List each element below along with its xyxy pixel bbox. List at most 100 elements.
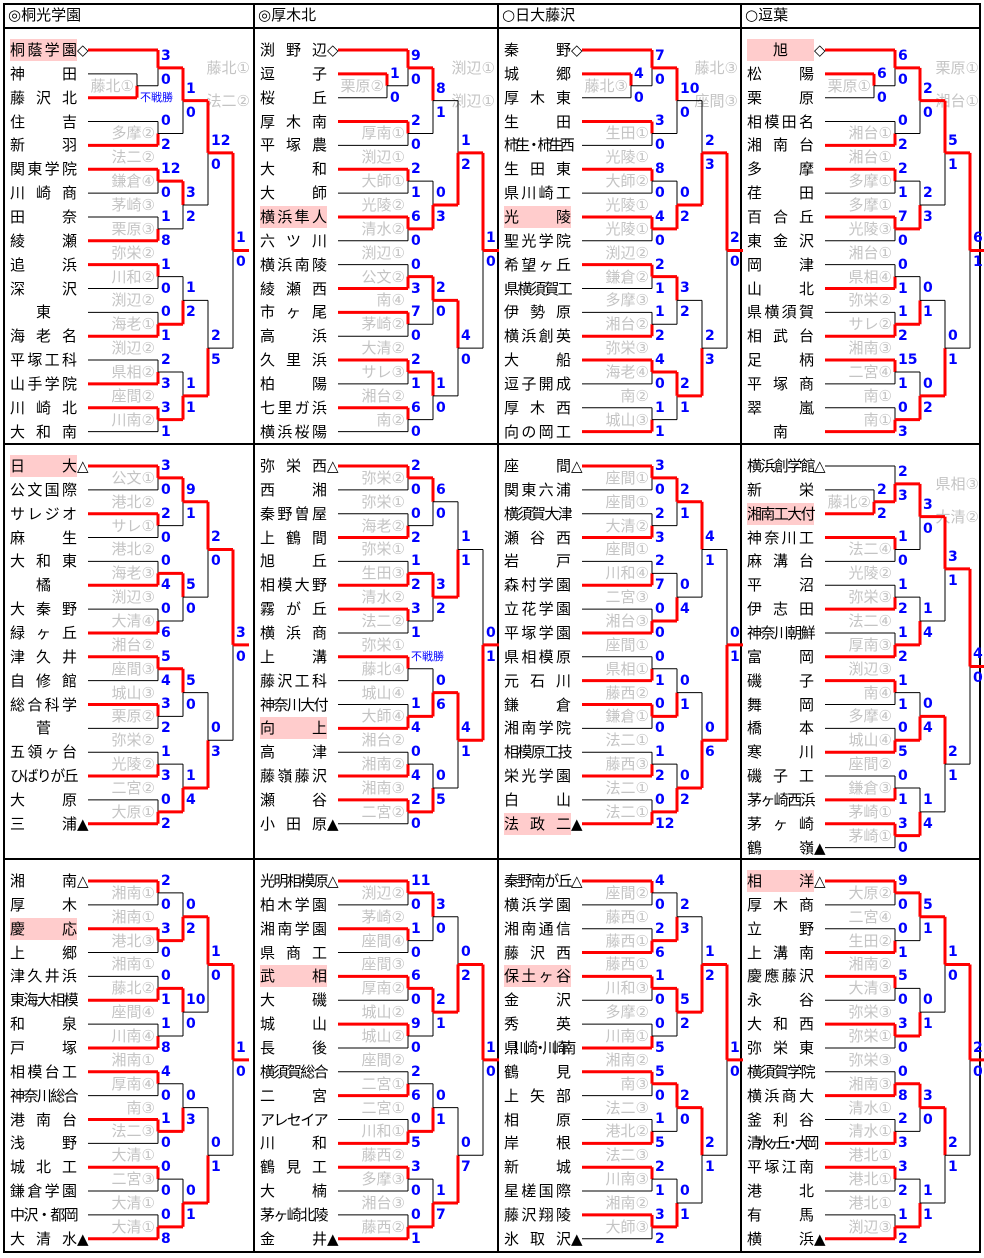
score: 0 <box>655 625 665 642</box>
team-row: 平塚農 <box>260 134 327 156</box>
team-row: 戸塚 <box>10 1037 77 1059</box>
team-name: 向上 <box>260 717 327 740</box>
score: 15 <box>898 351 918 368</box>
score: 1 <box>898 624 908 641</box>
score: 8 <box>436 80 446 97</box>
team-name: 関東六浦 <box>504 480 571 499</box>
score: 0 <box>655 185 665 202</box>
team-name: 厚木商 <box>747 895 814 914</box>
team-name: 六ツ川 <box>260 231 327 250</box>
team-row: 立花学園 <box>504 598 571 620</box>
team-row: 旭丘 <box>260 550 327 572</box>
score: 5 <box>655 1135 665 1152</box>
seed-triangle-icon: △ <box>571 872 583 890</box>
team-row: 平塚工科 <box>10 349 77 371</box>
score: 0 <box>436 672 446 689</box>
score: 1 <box>486 648 496 665</box>
score: 2 <box>655 328 665 345</box>
team-row: 港北 <box>747 1180 814 1202</box>
score: 5 <box>411 1135 421 1152</box>
team-row: 上郷 <box>10 942 77 964</box>
venue-label: 弥栄① <box>361 492 405 511</box>
venue-label: 座間③ <box>361 955 405 974</box>
team-name: 秦野南が丘 <box>504 872 573 890</box>
score: 1 <box>923 1206 933 1223</box>
score: 2 <box>186 209 196 226</box>
score: 0 <box>161 1206 171 1223</box>
bracket-block: 藤北① 藤北① 多摩② 法二② 鎌倉④ 栗原③ 茅崎③ 法二② 川和② 海老① 渕辺② 県相② 川南② 座… <box>5 27 253 441</box>
score: 3 <box>161 457 171 474</box>
venue-label: 法二③ <box>605 1146 649 1165</box>
venue-label: 法二① <box>605 802 649 821</box>
bracket-lines <box>88 879 249 1241</box>
score: 2 <box>655 256 665 273</box>
score: 2 <box>461 968 471 985</box>
team-name: 藤沢北 <box>10 88 77 107</box>
score: 1 <box>436 1111 446 1128</box>
venue-label: 港北① <box>848 1193 892 1212</box>
score: 0 <box>680 672 690 689</box>
score: 9 <box>411 1016 421 1033</box>
team-row: 麻生 <box>10 527 77 549</box>
team-row: 平塚学園 <box>504 622 571 644</box>
venue-label: 城山④ <box>361 683 405 702</box>
venue-label: 座間③ <box>694 91 738 110</box>
team-row: 住吉 <box>10 111 77 133</box>
team-name: 神田 <box>10 64 77 83</box>
team-name: 平塚工科 <box>10 351 77 370</box>
team-row: 平塚商 <box>747 373 814 395</box>
team-row: 自修館 <box>10 670 77 692</box>
team-row: 県横須賀工 <box>504 278 573 300</box>
score: 2 <box>898 463 908 480</box>
venue-label: 茅崎① <box>848 802 892 821</box>
venue-label: 大清② <box>605 516 649 535</box>
score: 0 <box>923 104 933 121</box>
score: 6 <box>411 1087 421 1104</box>
team-name: 大秦野 <box>10 600 77 619</box>
team-row: 岡津 <box>747 254 814 276</box>
score: 2 <box>411 161 421 178</box>
score: 5 <box>948 132 958 149</box>
venue-label: 藤北④ <box>361 659 405 678</box>
column-divider <box>740 3 742 1253</box>
team-name: 有馬 <box>747 1205 814 1224</box>
score: 10 <box>680 80 700 97</box>
team-row: 磯子 <box>747 670 814 692</box>
score: 2 <box>705 328 715 345</box>
venue-label: 藤西① <box>605 955 649 974</box>
team-name: 上郷 <box>10 943 77 962</box>
venue-label: 湘南① <box>111 883 155 902</box>
team-row: 上矢部 <box>504 1085 571 1107</box>
team-name: 大和東 <box>10 552 77 571</box>
team-row: 関東六浦 <box>504 479 571 501</box>
team-row: 百合丘 <box>747 206 814 228</box>
team-row: 白山 <box>504 789 571 811</box>
seed-filled-triangle-icon: ▲ <box>327 1229 339 1248</box>
score: 1 <box>186 375 196 392</box>
venue-label: 弥栄② <box>848 291 892 310</box>
venue-label: 川和① <box>361 1122 405 1141</box>
team-name: 緑ヶ丘 <box>10 623 77 642</box>
score: 4 <box>461 328 471 345</box>
team-row: 藤嶺藤沢 <box>260 765 327 787</box>
score: 9 <box>898 872 908 889</box>
team-row: 瀬谷西 <box>504 527 571 549</box>
score: 0 <box>161 553 171 570</box>
team-row: 市ヶ尾 <box>260 301 327 323</box>
team-row: 城北工 <box>10 1156 77 1178</box>
score: 0 <box>680 1182 690 1199</box>
team-row: 麻溝台 <box>747 550 814 572</box>
score: 0 <box>655 896 665 913</box>
team-row: 茅ヶ崎北陵 <box>260 1204 329 1226</box>
score: 0 <box>186 696 196 713</box>
team-name: 川崎商 <box>10 184 77 203</box>
score: 0 <box>411 896 421 913</box>
score: 2 <box>898 137 908 154</box>
score: 1 <box>411 1230 421 1247</box>
team-name: 横浜南陵 <box>260 255 327 274</box>
score: 1 <box>705 553 715 570</box>
team-name: 横浜創学館 <box>747 457 816 475</box>
seed-triangle-icon: △ <box>327 457 339 475</box>
score: 0 <box>655 137 665 154</box>
team-name: 鶴嶺 <box>747 838 814 857</box>
